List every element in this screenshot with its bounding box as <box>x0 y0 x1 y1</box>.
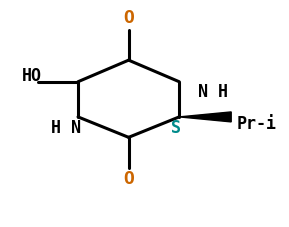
Text: H N: H N <box>51 119 81 137</box>
Text: Pr-i: Pr-i <box>237 115 277 133</box>
Text: S: S <box>171 119 181 137</box>
Polygon shape <box>179 112 231 122</box>
Text: N H: N H <box>198 83 228 101</box>
Text: O: O <box>123 170 134 188</box>
Text: O: O <box>123 9 134 27</box>
Text: HO: HO <box>22 67 42 85</box>
